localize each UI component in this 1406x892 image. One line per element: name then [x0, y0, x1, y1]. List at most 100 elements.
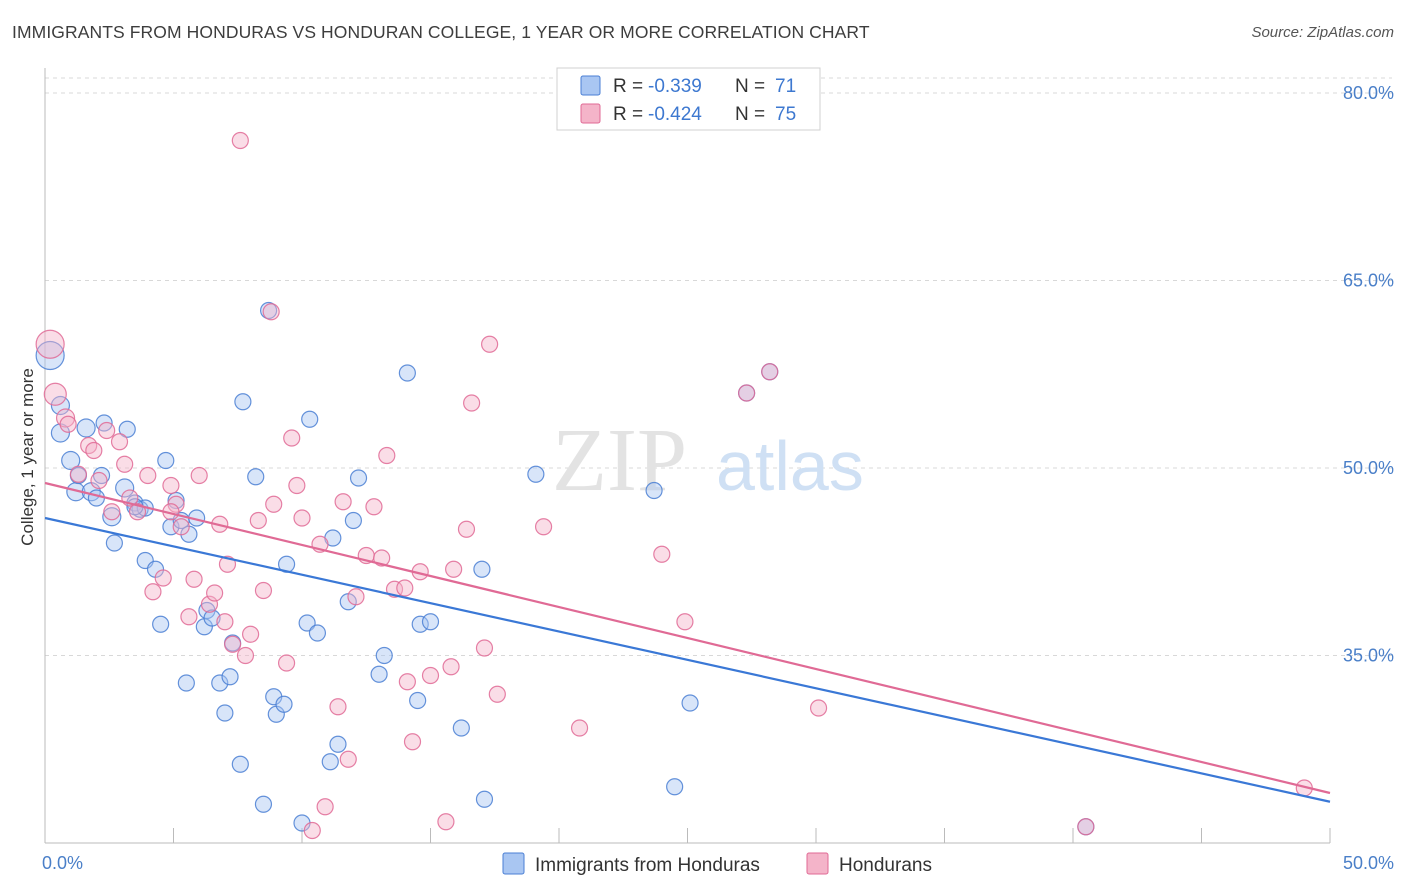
series-hondurans	[35, 131, 1313, 840]
data-point-pink	[463, 394, 481, 412]
data-point-blue	[370, 665, 388, 683]
trend-lines	[44, 481, 1331, 803]
data-point-pink	[236, 646, 255, 665]
data-point-pink	[316, 798, 334, 816]
legend-swatch-blue	[580, 75, 601, 96]
data-point-pink	[293, 509, 311, 527]
data-point-blue	[344, 511, 362, 530]
data-point-blue	[92, 466, 111, 485]
data-point-blue	[473, 560, 491, 578]
bottom-legend-label-blue: Immigrants from Honduras	[535, 855, 760, 876]
data-point-pink	[283, 429, 301, 447]
data-point-pink	[365, 498, 383, 516]
data-point-blue	[411, 615, 429, 633]
bottom-legend-label-pink: Hondurans	[839, 855, 932, 876]
x-axis-ticks	[44, 828, 1331, 843]
data-point-pink	[534, 518, 553, 536]
data-point-pink	[809, 699, 828, 717]
data-point-pink	[172, 518, 190, 536]
data-point-pink	[90, 471, 108, 490]
data-point-blue	[329, 735, 347, 753]
data-point-blue	[221, 668, 239, 686]
data-point-pink	[437, 813, 455, 831]
data-point-pink	[128, 503, 147, 521]
legend-r-label-pink: R =	[613, 104, 643, 125]
data-point-pink	[80, 436, 98, 455]
data-point-blue	[645, 481, 663, 500]
bottom-legend-swatch-blue	[502, 852, 525, 875]
y-axis-label: College, 1 year or more	[18, 368, 37, 546]
y-tick-label: 35.0%	[1343, 646, 1394, 666]
legend-n-value-pink: 75	[775, 104, 796, 125]
data-point-pink	[334, 493, 352, 511]
legend-r-value-blue: -0.339	[648, 76, 702, 97]
data-point-pink	[139, 466, 157, 485]
data-point-blue	[375, 646, 393, 665]
trend-line-pink	[44, 481, 1331, 795]
data-point-blue	[298, 614, 316, 632]
data-point-blue	[247, 468, 265, 486]
data-point-pink	[475, 639, 494, 657]
data-point-pink	[373, 549, 391, 567]
data-point-pink	[98, 421, 116, 440]
data-point-pink	[738, 384, 756, 402]
data-point-blue	[211, 674, 229, 692]
data-point-pink	[761, 363, 779, 381]
source-credit: Source: ZipAtlas.com	[1251, 24, 1394, 41]
data-point-pink	[35, 329, 65, 359]
data-point-pink	[154, 569, 172, 587]
data-point-blue	[105, 534, 123, 552]
data-point-blue	[167, 491, 185, 510]
data-point-pink	[144, 583, 162, 601]
data-point-blue	[301, 410, 319, 428]
data-point-pink	[653, 545, 671, 563]
data-point-pink	[398, 673, 416, 691]
legend-n-label-pink: N =	[735, 104, 765, 125]
data-point-pink	[570, 719, 589, 737]
x-tick-label-max: 50.0%	[1343, 853, 1394, 873]
data-point-pink	[442, 658, 460, 676]
bottom-legend-swatch-pink	[806, 852, 829, 875]
data-point-blue	[203, 609, 221, 627]
data-point-blue	[321, 753, 339, 771]
data-point-blue	[275, 695, 293, 713]
data-point-blue	[666, 778, 684, 796]
data-point-pink	[445, 560, 463, 578]
data-point-pink	[206, 584, 224, 602]
data-point-blue	[152, 615, 170, 633]
series-immigrants-from-honduras	[35, 301, 1095, 836]
data-point-pink	[59, 415, 77, 433]
data-point-blue	[216, 704, 234, 722]
data-point-pink	[216, 613, 234, 631]
data-point-pink	[676, 613, 694, 631]
data-point-blue	[118, 420, 136, 438]
data-point-blue	[308, 624, 327, 642]
data-point-pink	[277, 654, 296, 672]
series-legend: Immigrants from Honduras Hondurans	[502, 852, 932, 876]
legend-box	[556, 67, 821, 131]
data-point-blue	[231, 755, 249, 773]
y-tick-label: 65.0%	[1343, 271, 1394, 291]
data-point-pink	[265, 495, 283, 513]
data-point-blue	[50, 395, 71, 416]
data-point-blue	[681, 694, 699, 712]
watermark-atlas: atlas	[716, 427, 864, 505]
data-point-pink	[55, 408, 76, 428]
trend-line-blue	[44, 516, 1331, 803]
data-point-blue	[115, 478, 135, 498]
data-point-pink	[396, 579, 414, 597]
data-point-pink	[116, 455, 134, 473]
data-point-pink	[200, 595, 219, 613]
data-point-pink	[378, 446, 396, 465]
data-point-blue	[527, 465, 545, 483]
data-point-blue	[61, 450, 81, 471]
data-point-pink	[185, 570, 203, 588]
data-point-blue	[398, 364, 416, 382]
data-point-pink	[231, 131, 249, 150]
watermark-zip: ZIP	[552, 411, 687, 510]
legend-n-value-blue: 71	[775, 76, 796, 97]
data-point-pink	[69, 465, 88, 483]
data-point-pink	[329, 698, 347, 716]
data-point-pink	[481, 335, 499, 353]
